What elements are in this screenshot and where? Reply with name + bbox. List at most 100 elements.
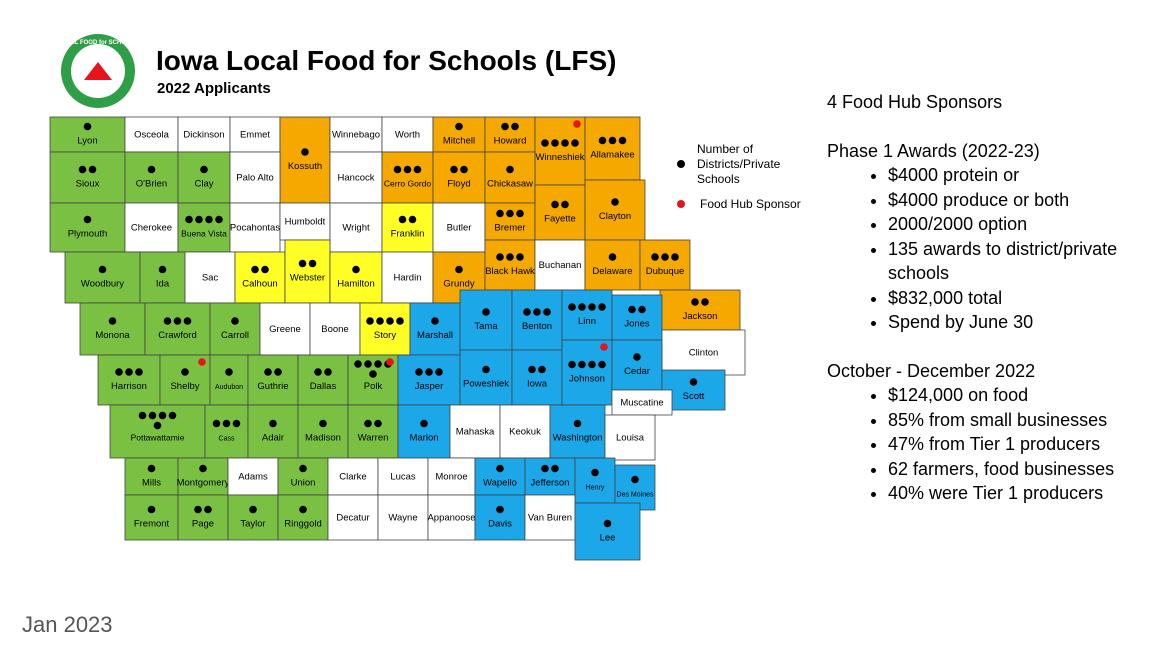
school-dot — [578, 303, 586, 311]
school-dot — [689, 378, 698, 386]
county-name: Bremer — [494, 223, 525, 234]
county-name: Wapello — [483, 478, 517, 489]
school-dot — [374, 419, 382, 428]
county — [204, 404, 249, 459]
sponsor-dot — [600, 343, 608, 351]
county — [227, 494, 279, 541]
school-dot — [573, 419, 582, 428]
county-name: Cherokee — [131, 223, 172, 234]
county-name: Buchanan — [539, 260, 582, 271]
county — [584, 116, 641, 181]
county — [639, 239, 691, 291]
school-dot — [138, 411, 147, 420]
school-dot — [299, 505, 307, 514]
school-dot — [147, 505, 156, 514]
legend-item: Number of Districts/Private Schools — [697, 142, 780, 186]
county-name: Clarke — [339, 472, 366, 483]
school-dot — [205, 215, 213, 224]
school-dot — [551, 200, 559, 209]
school-dot — [147, 165, 156, 174]
school-dot — [543, 308, 551, 316]
county-name: Wright — [342, 223, 370, 234]
school-dot — [374, 360, 382, 368]
county-name: Cass — [219, 436, 235, 443]
county — [347, 404, 399, 459]
bullet: 135 awards to district/private schools — [888, 237, 1162, 286]
school-dot — [633, 353, 641, 361]
county — [209, 302, 261, 356]
county — [139, 251, 186, 304]
county — [329, 251, 383, 304]
county — [604, 414, 656, 461]
county-name: Clay — [194, 179, 213, 190]
county-name: Montgomery — [177, 478, 230, 489]
school-dot — [354, 360, 362, 368]
school-dot — [264, 368, 272, 376]
county — [574, 457, 616, 504]
school-dot — [496, 253, 504, 261]
bullet: $124,000 on food — [888, 383, 1162, 408]
county-name: O'Brien — [136, 179, 167, 190]
bullet: 40% were Tier 1 producers — [888, 481, 1162, 506]
school-dot — [651, 253, 659, 261]
county-name: Davis — [488, 519, 512, 530]
school-dot — [364, 419, 372, 428]
county — [277, 457, 329, 496]
county — [377, 494, 429, 541]
county-name: Carroll — [221, 330, 249, 341]
county-name: Fayette — [544, 214, 576, 225]
county — [561, 289, 613, 341]
county — [247, 404, 299, 459]
school-dot — [369, 370, 377, 378]
map: LOCAL FOOD for SCHOOLS Iowa Local Food f… — [49, 34, 801, 561]
county-name: Benton — [522, 321, 552, 332]
school-dot — [701, 298, 709, 306]
school-dot — [691, 298, 699, 306]
school-dot — [496, 209, 504, 218]
bullet: $4000 produce or both — [888, 188, 1162, 213]
school-dot — [261, 265, 269, 274]
county-name: Monona — [95, 330, 130, 341]
school-dot — [603, 519, 612, 528]
school-dot — [618, 136, 627, 145]
county-name: Jones — [624, 319, 650, 330]
county — [459, 349, 513, 406]
school-dot — [516, 209, 524, 218]
school-dot — [125, 368, 133, 376]
county — [359, 302, 411, 356]
school-dot — [455, 265, 463, 274]
school-dot — [568, 360, 576, 369]
county — [124, 457, 179, 496]
county — [109, 404, 206, 459]
bullet: 2000/2000 option — [888, 212, 1162, 237]
county-name: Butler — [447, 223, 472, 234]
county-name: Iowa — [527, 379, 548, 390]
county — [432, 151, 486, 204]
county-name: Winneshiek — [535, 152, 584, 163]
subtitle: 2022 Applicants — [157, 80, 271, 97]
school-dot — [460, 165, 468, 174]
bullet: 85% from small businesses — [888, 408, 1162, 433]
school-dot — [561, 139, 569, 147]
county — [432, 202, 486, 253]
county-name: Emmet — [240, 130, 270, 141]
school-dot — [551, 139, 559, 147]
county-name: Lee — [600, 533, 616, 544]
county — [484, 239, 536, 291]
school-dot — [516, 253, 524, 261]
school-dot — [598, 360, 606, 369]
county — [432, 116, 486, 153]
county-name: Des Moines — [617, 492, 654, 499]
panel: 4 Food Hub Sponsors Phase 1 Awards (2022… — [827, 90, 1162, 530]
school-dot — [533, 308, 541, 316]
school-dot — [541, 464, 549, 473]
school-dot — [455, 122, 463, 131]
school-dot — [571, 139, 579, 147]
school-dot — [501, 122, 509, 131]
county — [611, 389, 673, 416]
county — [534, 184, 586, 241]
county — [381, 151, 434, 204]
county-name: Howard — [494, 136, 527, 147]
county-name: Lucas — [390, 472, 416, 483]
county — [397, 404, 451, 459]
